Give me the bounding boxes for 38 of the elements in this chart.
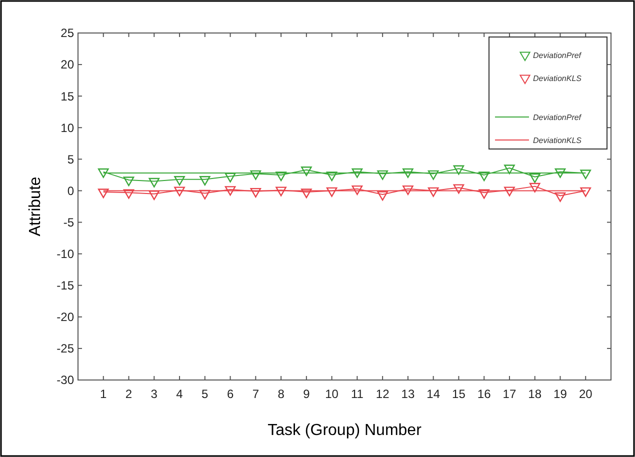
legend-label: DeviationKLS — [533, 74, 582, 83]
x-tick-label: 14 — [426, 387, 440, 401]
x-tick-label: 8 — [278, 387, 285, 401]
y-tick-label: 20 — [60, 58, 74, 72]
x-tick-label: 19 — [554, 387, 568, 401]
legend-label: DeviationPref — [533, 50, 582, 60]
x-tick-label: 20 — [578, 387, 593, 401]
x-tick-label: 2 — [125, 387, 132, 401]
x-tick-label: 1 — [100, 387, 108, 401]
y-tick-label: -20 — [56, 310, 74, 324]
x-tick-label: 12 — [376, 387, 390, 401]
x-tick-label: 11 — [350, 387, 364, 401]
x-tick-label: 18 — [528, 387, 542, 401]
y-tick-label: -25 — [56, 342, 74, 356]
x-axis-title: Task (Group) Number — [268, 422, 422, 439]
y-tick-label: -10 — [56, 247, 74, 262]
y-tick-label: 10 — [60, 120, 74, 135]
x-tick-label: 10 — [325, 387, 339, 401]
y-tick-label: -5 — [63, 215, 74, 230]
x-tick-label: 7 — [252, 387, 260, 401]
y-tick-label: 25 — [60, 26, 74, 40]
legend-label: DeviationKLS — [533, 136, 582, 145]
y-tick-label: 0 — [67, 184, 74, 198]
y-tick-label: 5 — [67, 152, 74, 166]
x-tick-label: 3 — [150, 387, 158, 401]
x-tick-label: 16 — [477, 387, 492, 401]
x-tick-label: 15 — [452, 387, 466, 401]
x-tick-label: 5 — [202, 387, 209, 401]
y-tick-label: -15 — [56, 278, 74, 293]
y-tick-label: -30 — [56, 373, 74, 388]
x-tick-label: 6 — [226, 387, 234, 401]
y-tick-label: 15 — [60, 89, 74, 104]
x-tick-label: 13 — [401, 387, 415, 401]
legend-label: DeviationPref — [533, 112, 582, 122]
y-axis-title: Attribute — [27, 176, 44, 236]
x-tick-label: 17 — [502, 387, 516, 401]
x-tick-label: 4 — [176, 387, 184, 401]
x-tick-label: 9 — [303, 387, 310, 401]
